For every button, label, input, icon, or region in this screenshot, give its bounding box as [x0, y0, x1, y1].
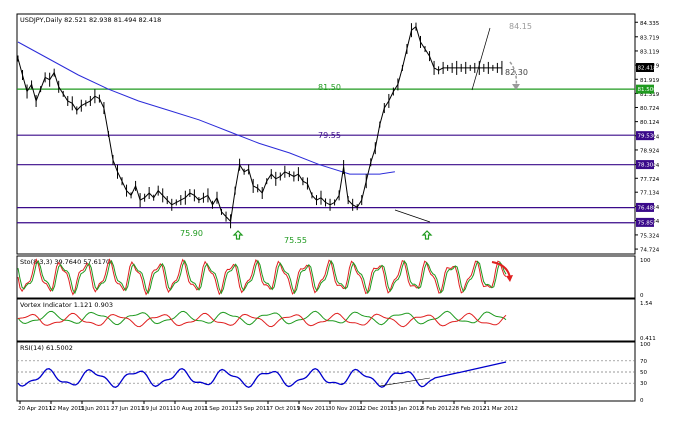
- y-tick-label: 80.124: [640, 120, 660, 126]
- up-arrow-icon: [421, 230, 433, 240]
- annotation-75-55: 75.55: [284, 236, 307, 245]
- axis-value-box-label: 81.500: [638, 87, 658, 93]
- x-tick-label: 3 Jun 2011: [80, 406, 110, 412]
- indicator-layer: [17, 258, 635, 389]
- price-layer: 84.15 82.30 81.50 79.55 75.90 75.55: [17, 22, 635, 245]
- x-tick-label: 19 Jul 2011: [142, 406, 173, 412]
- y-tick-label: 78.924: [640, 148, 660, 154]
- y-tick-label: 81.919: [640, 78, 660, 84]
- annotation-79-55: 79.55: [318, 131, 341, 140]
- annotation-81-50: 81.50: [318, 83, 341, 92]
- x-tick-label: 17 Oct 2011: [266, 406, 300, 412]
- x-tick-label: 13 Jan 2012: [390, 406, 423, 412]
- axis-value-box: [636, 62, 654, 72]
- x-tick-label: 30 Nov 2011: [328, 406, 363, 412]
- moving-average-line: [17, 41, 395, 175]
- axis-value-box: [636, 202, 654, 212]
- x-tick-label: 6 Feb 2012: [421, 406, 452, 412]
- vortex-minus-line: [17, 312, 507, 328]
- axis-value-box: [636, 84, 654, 94]
- x-tick-label: 10 Aug 2011: [173, 406, 208, 412]
- axis-value-box-label: 82.418: [638, 65, 658, 71]
- y-tick-label: 83.719: [640, 35, 660, 41]
- axis-layer: 84.33583.71983.11982.51981.91981.31980.7…: [18, 21, 660, 412]
- rsi-tick-label: 70: [640, 359, 647, 365]
- price-title: USDJPY,Daily 82.521 82.938 81.494 82.418: [20, 16, 161, 24]
- annotation-84-15: 84.15: [509, 22, 532, 31]
- down-arrow-icon: [509, 61, 518, 89]
- rsi-tick-label: 50: [640, 370, 647, 376]
- rsi-trend-line: [379, 377, 431, 387]
- trend-line-lower: [394, 209, 431, 223]
- y-tick-label: 75.324: [640, 233, 660, 239]
- y-tick-label: 74.724: [640, 248, 660, 254]
- vortex-tick-label: 0.411: [640, 336, 656, 342]
- vortex-tick-label: 1.54: [640, 301, 653, 307]
- axis-value-box: [636, 217, 654, 227]
- rsi-tick-label: 100: [640, 342, 651, 348]
- stoch-red-arrow-head-icon: [506, 275, 513, 282]
- x-tick-label: 12 May 2011: [49, 406, 85, 412]
- x-tick-label: 23 Sep 2011: [235, 406, 270, 412]
- y-tick-label: 84.335: [640, 21, 660, 27]
- axis-value-box-label: 76.488: [638, 205, 658, 211]
- rsi-tick-label: 0: [640, 398, 644, 404]
- y-tick-label: 83.119: [640, 49, 660, 55]
- x-tick-label: 27 Jun 2011: [111, 406, 144, 412]
- stoch-tick-label: 100: [640, 258, 651, 264]
- down-arrow-head-icon: [512, 84, 520, 90]
- y-tick-label: 81.319: [640, 92, 660, 98]
- vortex-plus-line: [17, 310, 507, 326]
- vortex-title: Vortex Indicator 1.121 0.903: [20, 301, 113, 309]
- axis-value-box-label: 78.304: [638, 163, 658, 169]
- x-tick-label: 20 Apr 2011: [18, 406, 52, 412]
- axis-value-box-label: 79.530: [638, 134, 658, 140]
- price-close-line: [17, 25, 502, 223]
- rsi-panel: [16, 341, 636, 402]
- stoch-tick-label: 0: [640, 293, 644, 299]
- y-tick-label: 77.134: [640, 191, 660, 197]
- stoch-main-line: [17, 258, 507, 296]
- stoch-signal-line: [17, 259, 507, 295]
- x-tick-label: 28 Feb 2012: [452, 406, 486, 412]
- stoch-title: Sto(8,3,3) 39.7640 57.6170: [20, 258, 110, 266]
- rsi-line: [17, 361, 507, 389]
- y-tick-label: 80.724: [640, 106, 660, 112]
- annotation-82-30: 82.30: [505, 68, 528, 77]
- x-tick-label: 9 Nov 2011: [297, 406, 329, 412]
- x-tick-label: 1 Sep 2011: [204, 406, 235, 412]
- axis-value-box: [636, 160, 654, 170]
- up-arrow-icon: [232, 230, 244, 240]
- rsi-title: RSI(14) 61.5002: [20, 344, 73, 352]
- y-tick-label: 77.724: [640, 177, 660, 183]
- rsi-tick-label: 30: [640, 381, 647, 387]
- axis-value-box-label: 75.855: [638, 220, 658, 226]
- axis-value-box: [636, 131, 654, 141]
- x-tick-label: 21 Mar 2012: [483, 406, 518, 412]
- annotation-75-90: 75.90: [180, 229, 203, 238]
- wedge-line-upper: [471, 27, 491, 91]
- price-panel: [16, 13, 636, 255]
- x-tick-label: 22 Dec 2011: [359, 406, 394, 412]
